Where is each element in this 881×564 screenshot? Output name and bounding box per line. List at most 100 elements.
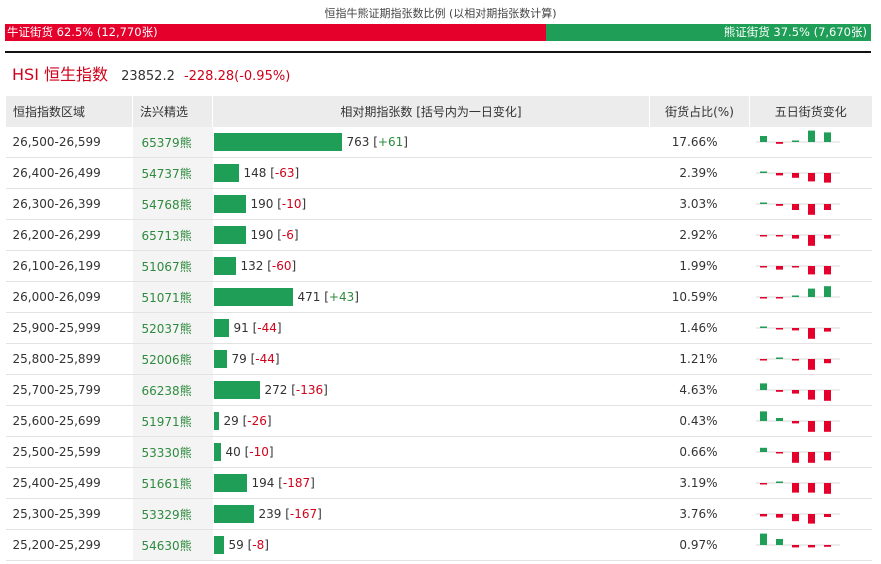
warrant-code-link[interactable]: 53330	[141, 445, 180, 460]
code-cell[interactable]: 53329熊	[132, 498, 213, 530]
warrant-code-link[interactable]: 52037	[141, 321, 180, 336]
bracket-close: ]	[293, 228, 299, 242]
header-trend: 五日街货变化	[749, 96, 872, 127]
trend-bar	[775, 481, 783, 483]
warrant-code-link[interactable]: 51071	[141, 290, 180, 305]
warrant-code-link[interactable]: 66238	[141, 383, 180, 398]
range-text: 25,600-25,699	[12, 414, 101, 428]
bull-ratio-segment: 牛证街货 62.5% (12,770张)	[5, 24, 547, 41]
warrant-code-link[interactable]: 54768	[141, 197, 180, 212]
range-text: 25,400-25,499	[12, 476, 101, 490]
warrant-code-link[interactable]: 54737	[141, 166, 180, 181]
code-cell[interactable]: 51661熊	[132, 467, 213, 499]
trend-bar	[823, 173, 831, 183]
trend-bar	[759, 326, 767, 328]
trend-bar	[791, 140, 799, 142]
bear-suffix: 熊	[179, 352, 192, 367]
pct-cell: 0.66%	[649, 436, 750, 468]
range-cell: 25,800-25,899	[5, 343, 133, 375]
warrant-code-link[interactable]: 65713	[141, 228, 180, 243]
code-cell[interactable]: 51067熊	[132, 250, 213, 282]
pct-cell: 3.19%	[649, 467, 750, 499]
range-cell: 25,400-25,499	[5, 467, 133, 499]
code-cell[interactable]: 54737熊	[132, 157, 213, 189]
trend-cell	[749, 529, 872, 561]
contracts-value: 239	[258, 507, 282, 521]
contracts-change: -167	[289, 507, 318, 521]
bracket-close: ]	[276, 321, 282, 335]
contracts-value: 40	[225, 445, 241, 459]
code-cell[interactable]: 51071熊	[132, 281, 213, 313]
contracts-value: 190	[250, 197, 274, 211]
warrant-code-link[interactable]: 54630	[141, 538, 180, 553]
code-cell[interactable]: 52006熊	[132, 343, 213, 375]
index-price: 23852.2	[121, 69, 175, 84]
contracts-value: 190	[250, 228, 274, 242]
range-cell: 26,100-26,199	[5, 250, 133, 282]
trend-cell	[749, 343, 872, 375]
trend-bar	[759, 411, 767, 421]
pct-text: 3.19%	[679, 476, 718, 490]
range-cell: 25,300-25,399	[5, 498, 133, 530]
code-cell[interactable]: 51971熊	[132, 405, 213, 437]
range-text: 26,200-26,299	[12, 228, 101, 242]
bracket-open: [	[274, 476, 283, 490]
code-cell[interactable]: 66238熊	[132, 374, 213, 406]
bear-suffix: 熊	[179, 538, 192, 553]
code-cell[interactable]: 54768熊	[132, 188, 213, 220]
bracket-close: ]	[274, 352, 280, 366]
contracts-value: 91	[233, 321, 249, 335]
code-cell[interactable]: 54630熊	[132, 529, 213, 561]
table-row: 25,400-25,499 51661熊 194 [-187] 3.19%	[5, 467, 872, 499]
bracket-close: ]	[403, 135, 408, 149]
trend-bar	[807, 204, 815, 215]
code-cell[interactable]: 65379熊	[132, 127, 213, 158]
bear-suffix: 熊	[179, 476, 192, 491]
bracket-open: [	[320, 290, 329, 304]
warrant-code-link[interactable]: 65379	[141, 135, 180, 150]
trend-bar	[775, 539, 783, 545]
warrant-code-link[interactable]: 51971	[141, 414, 180, 429]
trend-cell	[749, 219, 872, 251]
pct-cell: 0.43%	[649, 405, 750, 437]
trend-bar	[823, 452, 831, 461]
trend-bar	[791, 204, 799, 210]
warrant-code-link[interactable]: 52006	[141, 352, 180, 367]
five-day-trend-chart	[755, 265, 840, 275]
trend-bar	[791, 235, 799, 239]
pct-cell: 1.21%	[649, 343, 750, 375]
contracts-cell: 190 [-10]	[212, 188, 650, 220]
contracts-value: 272	[264, 383, 288, 397]
index-change: -228.28(-0.95%)	[183, 69, 291, 84]
code-cell[interactable]: 52037熊	[132, 312, 213, 344]
index-name[interactable]: HSI 恒生指数	[12, 65, 108, 84]
trend-bar	[759, 533, 767, 545]
trend-bar	[759, 297, 767, 299]
pct-text: 0.43%	[679, 414, 718, 428]
warrant-code-link[interactable]: 51661	[141, 476, 180, 491]
five-day-trend-chart	[755, 286, 840, 299]
contracts-cell: 40 [-10]	[212, 436, 650, 468]
five-day-trend-chart	[755, 481, 840, 494]
code-cell[interactable]: 65713熊	[132, 219, 213, 251]
contracts-cell: 91 [-44]	[212, 312, 650, 344]
pct-cell: 10.59%	[649, 281, 750, 313]
warrant-code-link[interactable]: 51067	[141, 259, 180, 274]
bracket-open: [	[246, 352, 256, 366]
bracket-open: [	[248, 321, 258, 335]
bracket-open: [	[240, 445, 250, 459]
code-cell[interactable]: 53330熊	[132, 436, 213, 468]
cbbc-distribution-table: 恒指指数区域 法兴精选 相对期指张数 [括号内为一日变化] 街货占比(%) 五日…	[5, 96, 872, 561]
range-text: 25,900-25,999	[12, 321, 101, 335]
range-cell: 25,500-25,599	[5, 436, 133, 468]
trend-bar	[775, 173, 783, 176]
trend-cell	[749, 157, 872, 189]
trend-bar	[775, 204, 783, 206]
bracket-close: ]	[310, 476, 315, 490]
table-row: 25,700-25,799 66238熊 272 [-136] 4.63%	[5, 374, 872, 406]
trend-bar	[791, 545, 799, 548]
trend-bar	[791, 173, 799, 178]
contracts-bar	[213, 164, 239, 182]
warrant-code-link[interactable]: 53329	[141, 507, 180, 522]
range-cell: 26,500-26,599	[5, 127, 133, 158]
